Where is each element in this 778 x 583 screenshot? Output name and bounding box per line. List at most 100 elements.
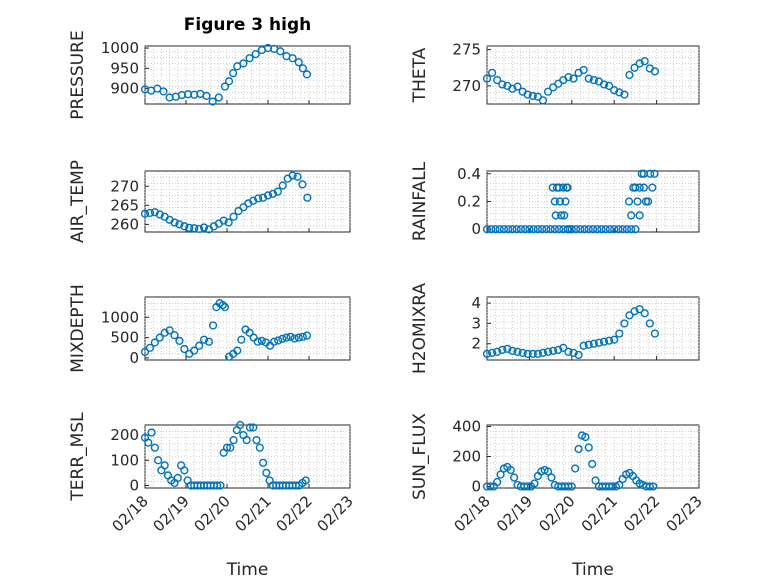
data-point xyxy=(528,349,537,359)
data-point xyxy=(213,481,222,490)
y-axis-label: RAINFALL xyxy=(410,161,430,241)
data-point xyxy=(584,340,593,349)
x-tick-label: 02/20 xyxy=(191,492,234,535)
data-point xyxy=(521,225,530,234)
data-point xyxy=(589,339,598,348)
data-point xyxy=(493,347,502,356)
y-tick-label: 0 xyxy=(129,476,139,494)
data-point xyxy=(236,420,245,430)
data-point xyxy=(180,466,189,475)
data-point xyxy=(155,210,164,219)
panel-pressure: 900 950 1000 PRESSURE Figure 3 high xyxy=(68,15,351,120)
data-point xyxy=(220,303,230,312)
data-point xyxy=(147,428,156,437)
data-point xyxy=(640,57,649,66)
data-point xyxy=(542,225,551,234)
data-point xyxy=(557,211,566,220)
data-point xyxy=(282,333,291,342)
x-tick-label: 02/20 xyxy=(535,492,578,535)
data-point xyxy=(245,54,254,63)
data-point xyxy=(549,346,558,355)
data-point xyxy=(508,225,517,234)
data-point xyxy=(493,75,502,85)
y-tick-label: 100 xyxy=(110,451,139,469)
y-axis-label: SUN_FLUX xyxy=(410,413,430,500)
data-point xyxy=(554,225,564,234)
data-point xyxy=(218,301,228,310)
data-point xyxy=(224,77,234,86)
data-point xyxy=(214,93,223,102)
y-axis-label: H2OMIXRA xyxy=(410,283,430,374)
data-point xyxy=(631,225,640,234)
data-point xyxy=(635,183,644,192)
data-point xyxy=(584,225,593,234)
data-point xyxy=(245,423,255,432)
y-tick-label: 4 xyxy=(471,294,481,312)
panel-mixdepth: 0 500 1000 MIXDEPTH xyxy=(68,284,351,373)
data-point xyxy=(561,197,570,206)
y-tick-label: 0 xyxy=(471,220,481,238)
data-point xyxy=(278,334,287,343)
x-tick-label: 02/23 xyxy=(663,492,706,535)
data-point xyxy=(222,443,232,452)
chart-title: Figure 3 high xyxy=(184,15,312,35)
data-point xyxy=(229,436,238,445)
data-point xyxy=(564,482,573,491)
data-point xyxy=(140,347,150,356)
data-point xyxy=(298,64,307,73)
data-point xyxy=(173,473,182,483)
data-point xyxy=(649,482,658,491)
data-point xyxy=(594,338,604,347)
data-point xyxy=(615,88,624,97)
y-axis-label: TERR_MSL xyxy=(68,412,88,502)
data-point xyxy=(513,82,522,91)
y-tick-label: 0 xyxy=(471,478,481,496)
data-point xyxy=(144,438,153,447)
data-point xyxy=(180,222,189,231)
data-point xyxy=(487,348,497,357)
data-point xyxy=(185,223,194,232)
x-axis-label: Time xyxy=(226,560,269,580)
data-point xyxy=(498,80,507,89)
data-point xyxy=(513,347,522,356)
y-axis-label: AIR_TEMP xyxy=(68,160,88,243)
data-point xyxy=(562,183,571,192)
data-point xyxy=(627,211,636,220)
data-point xyxy=(155,333,164,342)
data-point xyxy=(650,169,659,178)
data-point xyxy=(512,225,521,234)
data-point xyxy=(620,90,629,99)
data-point xyxy=(640,309,649,318)
data-point xyxy=(199,335,209,344)
data-point xyxy=(268,189,278,198)
data-point xyxy=(601,225,610,234)
data-point xyxy=(224,218,233,227)
data-point xyxy=(226,443,235,452)
data-point xyxy=(253,337,262,346)
data-point xyxy=(262,468,271,477)
data-point xyxy=(499,225,509,234)
data-point xyxy=(610,335,619,344)
data-point xyxy=(618,225,627,234)
data-point xyxy=(648,183,657,192)
data-point xyxy=(276,47,285,56)
data-point xyxy=(646,169,655,178)
data-point xyxy=(159,87,168,96)
data-point xyxy=(635,211,644,220)
panel-theta: 270 275 THETA xyxy=(410,41,700,105)
data-point xyxy=(593,225,602,234)
data-point xyxy=(597,225,606,234)
data-point xyxy=(569,348,578,357)
y-tick-label: 0 xyxy=(129,349,139,367)
data-point xyxy=(504,225,513,234)
data-point xyxy=(559,343,568,352)
data-point xyxy=(493,477,502,487)
data-point xyxy=(258,193,268,202)
data-point xyxy=(180,344,189,354)
data-point xyxy=(288,54,297,63)
data-point xyxy=(567,482,576,491)
data-point xyxy=(150,443,159,452)
data-point xyxy=(554,345,563,354)
